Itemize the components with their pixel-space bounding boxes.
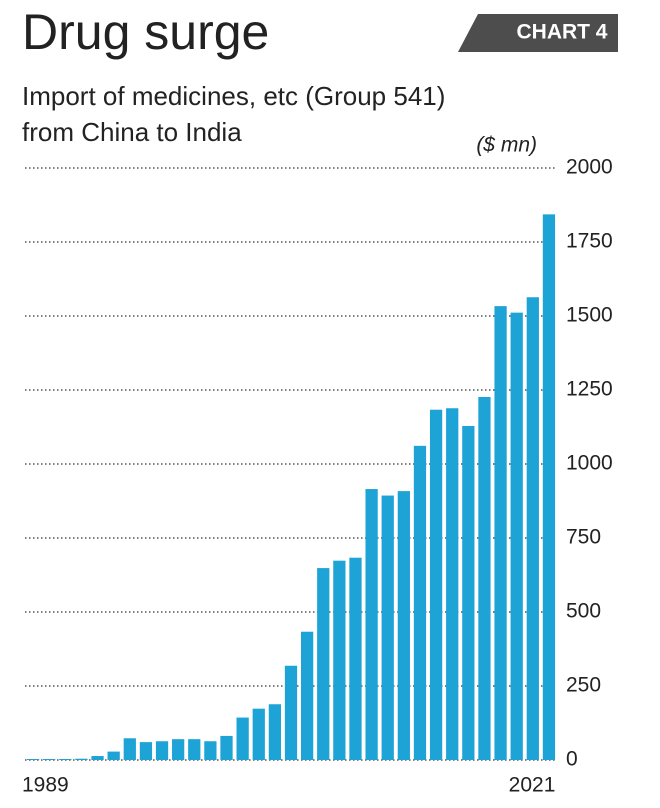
- y-tick-label: 250: [566, 674, 601, 697]
- badge: CHART 4: [516, 21, 607, 44]
- bar: [284, 665, 298, 760]
- bar: [107, 751, 120, 760]
- bar: [155, 741, 169, 760]
- bar: [413, 445, 427, 760]
- bar: [43, 759, 56, 760]
- y-tick-label: 500: [566, 600, 601, 623]
- bar: [446, 408, 459, 760]
- y-tick-label: 0: [566, 748, 578, 771]
- bar: [478, 396, 491, 760]
- bar: [236, 717, 249, 760]
- bar: [494, 306, 507, 760]
- bar: [542, 214, 556, 761]
- bar: [365, 489, 378, 760]
- y-tick-label: 2000: [566, 156, 613, 179]
- bar: [526, 297, 539, 760]
- bar: [26, 759, 40, 760]
- bar: [510, 312, 523, 760]
- bar: [462, 426, 475, 760]
- bar: [268, 704, 282, 760]
- x-tick-label: 2021: [509, 774, 556, 797]
- bar: [75, 758, 88, 760]
- chart-title: Drug surge: [22, 4, 269, 60]
- bar: [397, 491, 410, 760]
- bar: [300, 631, 314, 760]
- bar: [333, 560, 346, 760]
- bar: [381, 495, 394, 760]
- y-tick-label: 1500: [566, 304, 613, 327]
- bar: [220, 735, 233, 760]
- bar: [91, 756, 104, 760]
- bar: [429, 409, 443, 760]
- bar: [59, 759, 72, 760]
- bar: [139, 742, 153, 760]
- y-tick-label: 1250: [566, 378, 613, 401]
- y-tick-label: 1750: [566, 230, 613, 253]
- bar: [317, 568, 330, 760]
- y-tick-label: 1000: [566, 452, 613, 475]
- bar: [123, 738, 136, 760]
- bar: [252, 708, 265, 760]
- subtitle: from China to India: [22, 117, 242, 147]
- x-tick-label: 1989: [22, 774, 69, 797]
- badge-background: [458, 14, 618, 52]
- bar: [204, 741, 217, 760]
- y-tick-label: 750: [566, 526, 601, 549]
- unit-label: ($ mn): [476, 134, 537, 157]
- bar: [349, 557, 362, 760]
- subtitle: Import of medicines, etc (Group 541): [22, 81, 445, 111]
- bar: [188, 739, 201, 760]
- bar: [172, 739, 185, 760]
